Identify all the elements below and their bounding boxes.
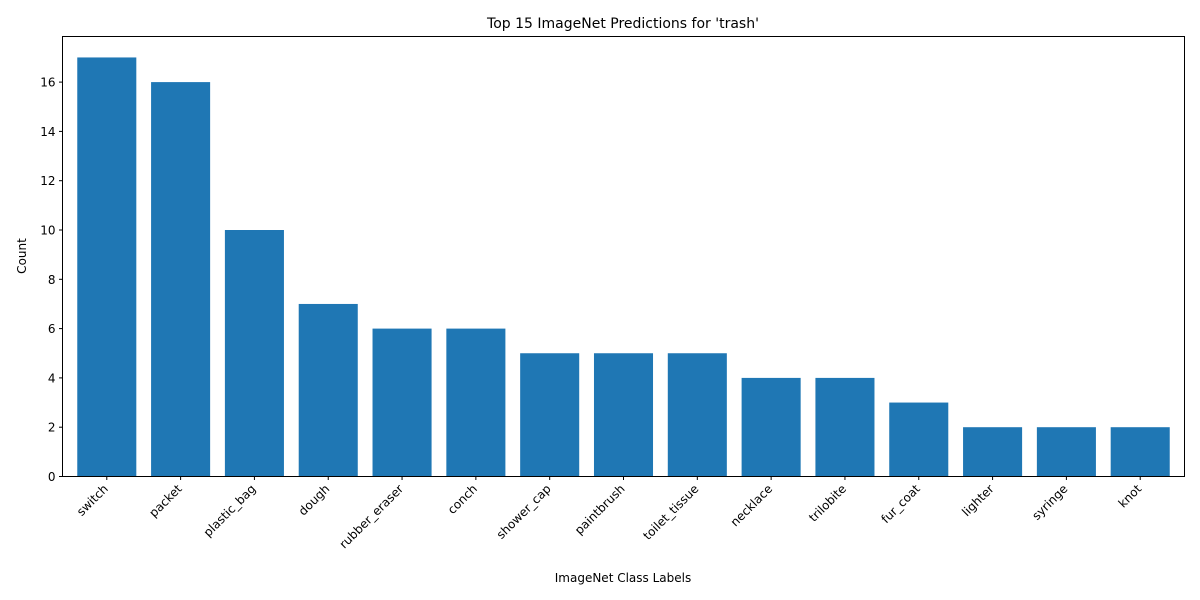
y-tick-label: 16: [40, 76, 55, 90]
bar-dough: [298, 303, 358, 477]
x-tick-label-plastic_bag: plastic_bag: [201, 482, 259, 540]
y-tick-label: 4: [48, 371, 56, 385]
x-tick-label-dough: dough: [296, 482, 333, 519]
bar-necklace: [741, 377, 801, 477]
bar-paintbrush: [593, 353, 654, 477]
bar-switch: [77, 57, 137, 477]
x-tick-label-syringe: syringe: [1029, 482, 1070, 523]
bar-rubber_eraser: [372, 328, 432, 477]
y-axis-label: Count: [15, 238, 29, 274]
bar-knot: [1110, 427, 1170, 477]
y-tick-label: 10: [40, 224, 55, 238]
x-tick-label-toilet_tissue: toilet_tissue: [640, 482, 701, 543]
bar-lighter: [963, 427, 1023, 477]
x-tick-label-switch: switch: [74, 482, 111, 519]
bar-fur_coat: [889, 402, 949, 477]
y-axis-ticks: 0 2 4 6 8 10 12 14 16: [40, 76, 63, 484]
y-tick-label: 6: [48, 322, 56, 336]
bar-toilet_tissue: [667, 353, 727, 477]
bar-shower_cap: [520, 353, 580, 477]
x-tick-label-fur_coat: fur_coat: [879, 482, 924, 527]
bar-conch: [446, 328, 506, 477]
x-axis-label: ImageNet Class Labels: [555, 571, 691, 585]
bar-trilobite: [815, 377, 875, 477]
y-tick-label: 12: [40, 174, 55, 188]
x-tick-label-shower_cap: shower_cap: [494, 482, 554, 542]
bar-syringe: [1036, 427, 1096, 477]
x-tick-label-conch: conch: [445, 482, 480, 517]
x-tick-label-trilobite: trilobite: [806, 482, 849, 525]
y-tick-label: 2: [48, 421, 56, 435]
x-tick-label-lighter: lighter: [959, 482, 996, 519]
x-tick-label-paintbrush: paintbrush: [572, 482, 628, 538]
plot-frame: [62, 36, 1185, 477]
x-axis-ticks: switch packet plastic_bag dough rubber_erase…: [74, 476, 1145, 552]
bar-plastic_bag: [224, 230, 284, 477]
chart-title: Top 15 ImageNet Predictions for 'trash': [486, 16, 759, 32]
x-tick-label-necklace: necklace: [728, 482, 776, 530]
y-tick-label: 14: [40, 125, 55, 139]
bar-packet: [151, 82, 211, 477]
bars-group: [77, 57, 1170, 477]
x-tick-label-packet: packet: [146, 482, 185, 521]
x-tick-label-knot: knot: [1116, 482, 1145, 511]
y-tick-label: 0: [48, 470, 56, 484]
y-tick-label: 8: [48, 273, 56, 287]
x-tick-label-rubber_eraser: rubber_eraser: [337, 482, 407, 552]
